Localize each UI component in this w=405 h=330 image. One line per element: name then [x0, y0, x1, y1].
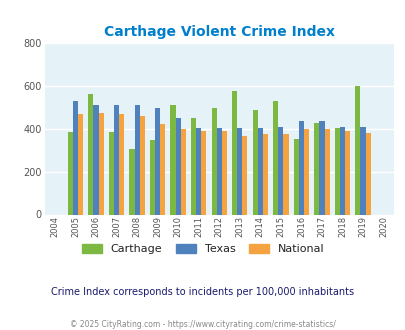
Legend: Carthage, Texas, National: Carthage, Texas, National: [77, 239, 328, 258]
Bar: [119, 114, 124, 214]
Bar: [334, 128, 339, 214]
Bar: [73, 101, 78, 214]
Bar: [262, 134, 267, 214]
Bar: [298, 121, 303, 214]
Text: Crime Index corresponds to incidents per 100,000 inhabitants: Crime Index corresponds to incidents per…: [51, 287, 354, 297]
Bar: [257, 128, 262, 214]
Bar: [109, 132, 114, 214]
Bar: [252, 110, 257, 214]
Bar: [180, 129, 185, 214]
Bar: [344, 131, 349, 214]
Bar: [319, 120, 324, 214]
Bar: [237, 128, 242, 214]
Bar: [201, 131, 206, 214]
Bar: [88, 94, 93, 214]
Bar: [160, 124, 165, 214]
Bar: [134, 105, 139, 214]
Bar: [339, 127, 344, 214]
Bar: [324, 129, 329, 214]
Bar: [68, 132, 73, 214]
Bar: [78, 114, 83, 214]
Bar: [93, 105, 98, 214]
Bar: [283, 135, 288, 214]
Bar: [98, 113, 103, 214]
Bar: [293, 139, 298, 214]
Bar: [221, 131, 226, 214]
Bar: [175, 118, 180, 214]
Bar: [364, 133, 370, 214]
Bar: [277, 127, 283, 214]
Bar: [216, 128, 221, 214]
Text: © 2025 CityRating.com - https://www.cityrating.com/crime-statistics/: © 2025 CityRating.com - https://www.city…: [70, 320, 335, 329]
Bar: [114, 105, 119, 214]
Bar: [273, 101, 277, 214]
Bar: [313, 123, 319, 214]
Bar: [354, 86, 360, 214]
Bar: [149, 141, 155, 214]
Title: Carthage Violent Crime Index: Carthage Violent Crime Index: [104, 25, 334, 39]
Bar: [360, 127, 364, 214]
Bar: [155, 108, 160, 214]
Bar: [242, 136, 247, 214]
Bar: [232, 90, 237, 214]
Bar: [170, 105, 175, 214]
Bar: [139, 116, 145, 214]
Bar: [190, 118, 196, 214]
Bar: [303, 129, 308, 214]
Bar: [211, 108, 216, 214]
Bar: [129, 149, 134, 214]
Bar: [196, 128, 201, 214]
